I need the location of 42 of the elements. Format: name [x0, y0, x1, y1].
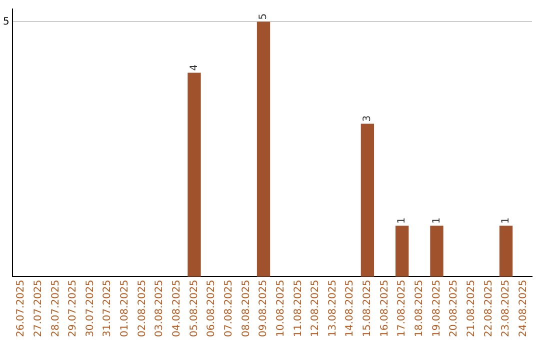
data-label: 5 — [258, 13, 270, 20]
x-tick-label: 20.08.2025 — [448, 280, 460, 338]
x-tick-label: 12.08.2025 — [310, 280, 322, 338]
data-label: 1 — [396, 217, 408, 224]
x-tick-label: 16.08.2025 — [379, 280, 390, 338]
data-label: 1 — [431, 217, 442, 224]
x-tick-label: 08.08.2025 — [240, 280, 252, 338]
x-tick-label: 26.07.2025 — [16, 280, 27, 338]
x-tick-label: 14.08.2025 — [344, 280, 356, 338]
x-tick-label: 18.08.2025 — [414, 280, 426, 338]
x-tick-label: 29.07.2025 — [68, 280, 79, 338]
x-tick-label: 01.08.2025 — [120, 280, 131, 338]
x-tick-label: 15.08.2025 — [362, 280, 374, 338]
bar — [430, 226, 444, 277]
x-tick-label: 19.08.2025 — [431, 280, 442, 338]
x-tick-label: 02.08.2025 — [136, 280, 148, 338]
x-tick-label: 09.08.2025 — [258, 280, 270, 338]
x-tick-label: 13.08.2025 — [327, 280, 338, 338]
x-tick-label: 27.07.2025 — [32, 280, 44, 338]
bar — [188, 72, 201, 277]
x-tick-label: 11.08.2025 — [292, 280, 304, 338]
x-tick-label: 22.08.2025 — [483, 280, 494, 338]
bar — [499, 226, 513, 277]
x-tick-label: 05.08.2025 — [188, 280, 200, 338]
bar — [360, 124, 374, 277]
x-tick-label: 04.08.2025 — [172, 280, 183, 338]
x-tick-label: 23.08.2025 — [500, 280, 512, 338]
data-label: 3 — [362, 115, 374, 122]
x-tick-label: 07.08.2025 — [223, 280, 234, 338]
x-tick-label: 28.07.2025 — [50, 280, 62, 338]
bar — [396, 226, 409, 277]
x-tick-label: 21.08.2025 — [466, 280, 477, 338]
x-tick-label: 03.08.2025 — [154, 280, 166, 338]
x-tick-label: 30.07.2025 — [84, 280, 96, 338]
data-label: 4 — [188, 64, 200, 71]
x-tick-label: 10.08.2025 — [275, 280, 286, 338]
x-tick-label: 24.08.2025 — [518, 280, 529, 338]
bar — [256, 22, 270, 277]
data-label: 1 — [500, 217, 512, 224]
x-tick-label: 17.08.2025 — [396, 280, 408, 338]
x-tick-label: 31.07.2025 — [102, 280, 114, 338]
x-tick-label: 06.08.2025 — [206, 280, 218, 338]
